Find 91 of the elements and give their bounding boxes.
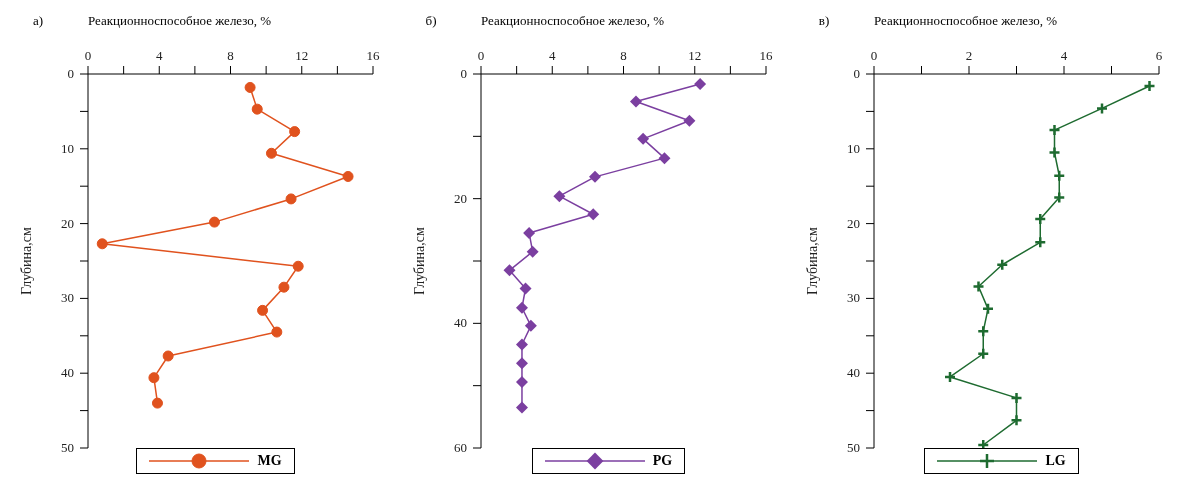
y-tick-label: 0 xyxy=(460,66,467,81)
point xyxy=(589,170,601,183)
point xyxy=(1048,123,1061,137)
point xyxy=(96,238,108,250)
point xyxy=(289,126,301,138)
y-tick-label: 50 xyxy=(61,440,74,455)
y-tick-label: 20 xyxy=(847,215,860,231)
x-tick-label: 4 xyxy=(1060,48,1068,63)
point xyxy=(981,302,995,316)
y-tick-label: 40 xyxy=(847,365,860,381)
point xyxy=(943,370,957,384)
chart-title: в) xyxy=(817,13,831,29)
point xyxy=(587,208,600,221)
y-axis-title: Глубина,см xyxy=(804,227,820,295)
x-axis-title: Реакционноспособное железо, % xyxy=(88,13,272,29)
x-axis-title: Реакционноспособное железо, % xyxy=(874,13,1058,29)
point xyxy=(1010,391,1023,405)
y-axis-title: Глубина,см xyxy=(411,227,427,295)
point xyxy=(629,95,642,108)
x-tick-label: 12 xyxy=(688,48,702,63)
point xyxy=(515,301,528,314)
point xyxy=(519,282,532,295)
point xyxy=(285,193,297,205)
point xyxy=(523,226,536,239)
y-tick-label: 60 xyxy=(454,440,467,455)
point xyxy=(271,326,283,338)
x-tick-label: 4 xyxy=(549,48,556,63)
x-tick-label: 6 xyxy=(1155,48,1163,63)
point xyxy=(515,375,528,388)
x-tick-label: 12 xyxy=(295,48,309,63)
x-tick-label: 16 xyxy=(366,48,380,63)
point xyxy=(1034,236,1047,249)
y-tick-label: 20 xyxy=(61,215,74,231)
y-tick-label: 30 xyxy=(61,290,74,306)
x-tick-label: 0 xyxy=(477,48,485,63)
point xyxy=(1053,169,1066,182)
y-tick-label: 10 xyxy=(61,140,74,156)
point xyxy=(977,347,990,360)
x-tick-label: 0 xyxy=(870,48,878,63)
x-axis-title: Реакционноспособное железо, % xyxy=(481,13,665,29)
x-tick-label: 2 xyxy=(965,48,973,63)
point xyxy=(972,280,985,293)
point xyxy=(1095,102,1109,115)
point xyxy=(658,152,671,165)
text: LG xyxy=(1045,453,1066,469)
point xyxy=(694,77,707,90)
point xyxy=(1143,79,1156,93)
point xyxy=(524,319,537,332)
y-tick-label: 50 xyxy=(847,440,860,455)
point xyxy=(996,258,1009,271)
point xyxy=(151,397,163,409)
y-tick-label: 30 xyxy=(847,290,860,306)
x-tick-label: 0 xyxy=(84,48,92,63)
point xyxy=(278,281,290,293)
point xyxy=(526,245,539,258)
point xyxy=(342,170,354,182)
text: MG xyxy=(257,453,282,469)
text: PG xyxy=(652,453,673,469)
y-axis-title: Глубина,см xyxy=(18,227,34,295)
point xyxy=(244,81,256,93)
y-tick-label: 40 xyxy=(454,315,467,331)
chart-title: б) xyxy=(424,13,438,29)
point xyxy=(1048,146,1061,159)
point xyxy=(148,372,160,384)
point xyxy=(265,147,277,159)
x-tick-label: 16 xyxy=(759,48,773,63)
point xyxy=(162,350,174,362)
point xyxy=(292,260,304,272)
point xyxy=(208,216,220,228)
point xyxy=(1053,191,1066,204)
y-tick-label: 0 xyxy=(853,66,860,81)
y-tick-label: 20 xyxy=(454,190,467,206)
point xyxy=(257,304,269,316)
y-tick-label: 10 xyxy=(847,140,860,156)
x-tick-label: 4 xyxy=(156,48,163,63)
chart-title: а) xyxy=(31,13,45,29)
point xyxy=(1010,414,1023,427)
point xyxy=(1034,212,1047,226)
x-tick-label: 8 xyxy=(620,48,627,63)
point xyxy=(515,357,528,370)
point xyxy=(503,264,516,277)
point xyxy=(553,190,566,203)
point xyxy=(683,114,696,127)
y-tick-label: 40 xyxy=(61,365,74,381)
point xyxy=(251,103,263,115)
point xyxy=(515,401,528,414)
point xyxy=(515,338,528,351)
x-tick-label: 8 xyxy=(227,48,234,63)
point xyxy=(637,132,650,145)
y-tick-label: 0 xyxy=(67,66,74,81)
point xyxy=(977,325,990,338)
